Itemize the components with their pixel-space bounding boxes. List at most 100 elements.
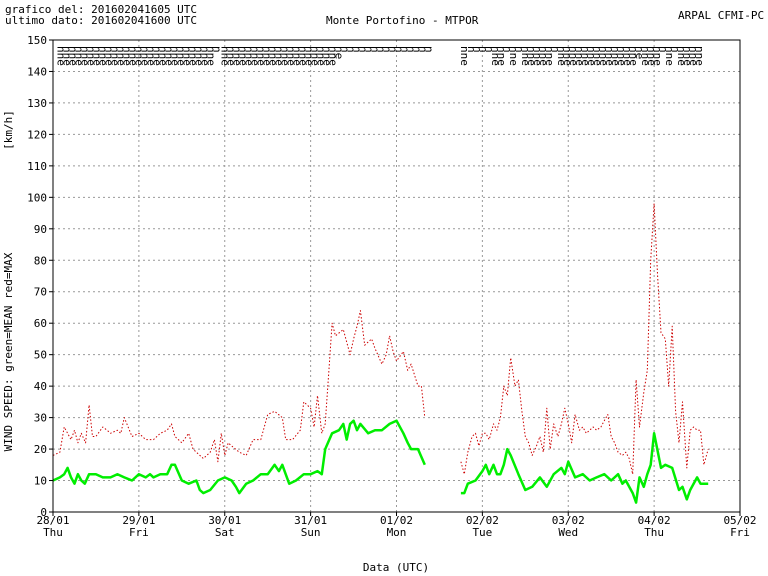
wind-direction-label: nne	[290, 46, 303, 66]
wind-direction-label: nne	[144, 46, 157, 66]
wind-direction-label: nne	[603, 46, 616, 66]
wind-direction-label: nne	[621, 46, 634, 66]
wind-direction-label: nne	[531, 46, 544, 66]
wind-direction-label: nne	[609, 46, 622, 66]
y-tick-label: 70	[34, 286, 47, 299]
wind-direction-label: nne	[651, 46, 664, 66]
wind-direction-label: nne	[266, 46, 279, 66]
max-wind-line	[460, 203, 709, 475]
wind-direction-label: nne	[66, 46, 79, 66]
y-tick-label: 90	[34, 223, 47, 236]
wind-direction-label: nne	[579, 46, 592, 66]
wind-direction-label: n	[423, 46, 436, 53]
wind-direction-label: nne	[561, 46, 574, 66]
wind-direction-label: n	[381, 46, 394, 53]
wind-direction-label: nne	[284, 46, 297, 66]
wind-direction-label: nne	[645, 46, 658, 66]
y-tick-label: 10	[34, 475, 47, 488]
wind-direction-label: nne	[156, 46, 169, 66]
wind-direction-label: nne	[96, 46, 109, 66]
wind-direction-label: nne	[90, 46, 103, 66]
wind-direction-label: nne	[102, 46, 115, 66]
wind-direction-label: n	[411, 46, 424, 53]
y-tick-label: 110	[27, 160, 47, 173]
grid	[53, 40, 740, 512]
wind-direction-label: nne	[681, 46, 694, 66]
wind-direction-label: nne	[525, 46, 538, 66]
y-tick-label: 30	[34, 412, 47, 425]
x-tick-date: 05/02	[723, 514, 756, 527]
wind-direction-label: n	[657, 46, 670, 53]
y-tick-label: 100	[27, 191, 47, 204]
wind-direction-label: nne	[489, 46, 502, 66]
wind-direction-label: n	[399, 46, 412, 53]
series	[52, 203, 709, 504]
wind-direction-label: n	[405, 46, 418, 53]
wind-direction-label: ne	[633, 46, 646, 59]
wind-direction-label: nne	[108, 46, 121, 66]
x-tick-date: 04/02	[638, 514, 671, 527]
x-tick-date: 02/02	[466, 514, 499, 527]
wind-direction-label: nne	[627, 46, 640, 66]
x-tick-day: Fri	[730, 526, 750, 539]
wind-direction-label: nne	[327, 46, 340, 66]
wind-direction-label: nne	[495, 46, 508, 66]
wind-direction-label: nne	[150, 46, 163, 66]
wind-direction-label: nne	[254, 46, 267, 66]
wind-direction-label: nne	[507, 46, 520, 66]
mean-wind-line	[52, 419, 426, 495]
wind-direction-label: nne	[84, 46, 97, 66]
wind-direction-label: nne	[308, 46, 321, 66]
wind-direction-label: nne	[224, 46, 237, 66]
wind-direction-label: nne	[199, 46, 212, 66]
wind-direction-label: n	[417, 46, 430, 53]
wind-direction-label: n	[483, 46, 496, 53]
y-tick-label: 120	[27, 128, 47, 141]
wind-direction-label: n	[363, 46, 376, 53]
wind-direction-label: nne	[54, 46, 67, 66]
x-tick-day: Sun	[301, 526, 321, 539]
wind-direction-label: n	[375, 46, 388, 53]
wind-direction-label: nne	[314, 46, 327, 66]
ultimo-dato-label: ultimo dato: 201602041600 UTC	[5, 14, 198, 27]
wind-direction-label: nne	[126, 46, 139, 66]
wind-direction-label: nne	[302, 46, 315, 66]
x-tick-date: 28/01	[36, 514, 69, 527]
wind-direction-label: nne	[597, 46, 610, 66]
wind-direction-label: nne	[555, 46, 568, 66]
wind-direction-label: n	[345, 46, 358, 53]
y-tick-label: 20	[34, 443, 47, 456]
wind-direction-label: n	[211, 46, 224, 53]
wind-direction-label: nne	[573, 46, 586, 66]
y-axis-unit: [km/h]	[2, 110, 15, 150]
wind-direction-label: nne	[567, 46, 580, 66]
x-tick-date: 29/01	[122, 514, 155, 527]
y-tick-label: 150	[27, 34, 47, 47]
wind-direction-label: nne	[296, 46, 309, 66]
y-tick-label: 50	[34, 349, 47, 362]
y-tick-label: 60	[34, 317, 47, 330]
wind-direction-label: nne	[193, 46, 206, 66]
x-tick-date: 01/02	[380, 514, 413, 527]
wind-direction-label: nne	[278, 46, 291, 66]
wind-direction-label: nne	[675, 46, 688, 66]
wind-direction-label: nne	[693, 46, 706, 66]
wind-direction-label: n	[669, 46, 682, 53]
wind-direction-label: nne	[591, 46, 604, 66]
wind-direction-label: nne	[236, 46, 249, 66]
wind-direction-label: nne	[169, 46, 182, 66]
wind-direction-label: nne	[687, 46, 700, 66]
wind-direction-label: nne	[639, 46, 652, 66]
wind-direction-label: nne	[120, 46, 133, 66]
wind-direction-label: nne	[162, 46, 175, 66]
wind-direction-label: nne	[615, 46, 628, 66]
chart-title: Monte Portofino - MTPOR	[326, 14, 479, 27]
wind-direction-label: n	[471, 46, 484, 53]
x-tick-day: Wed	[558, 526, 578, 539]
wind-direction-label: n	[501, 46, 514, 53]
x-tick-date: 30/01	[208, 514, 241, 527]
y-tick-label: 40	[34, 380, 47, 393]
wind-direction-label: n	[513, 46, 526, 53]
wind-direction-label: n	[357, 46, 370, 53]
x-tick-day: Thu	[43, 526, 63, 539]
